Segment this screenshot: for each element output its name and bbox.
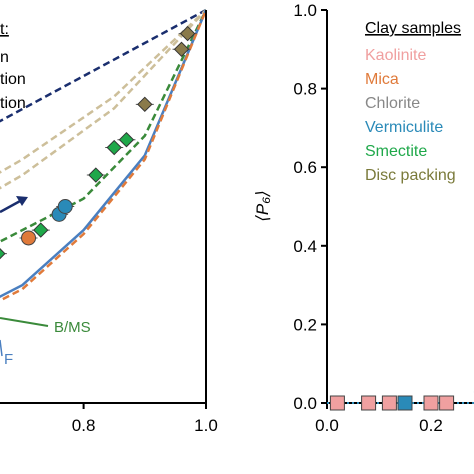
curve-4 — [0, 9, 208, 299]
point-kaolinite — [381, 395, 397, 411]
annotation-f-leader — [0, 339, 3, 357]
right-x-tick-label: 0.2 — [419, 416, 443, 435]
legend-item-smectite: Smectite — [365, 143, 427, 160]
point-disc-packing — [137, 96, 153, 113]
point-smectite — [88, 167, 104, 183]
point-kaolinite — [423, 395, 439, 411]
left-legend-fragment: n — [0, 49, 9, 66]
right-y-tick-label: 1.0 — [293, 1, 317, 20]
point-kaolinite — [439, 395, 455, 411]
legend-item-vermiculite: Vermiculite — [365, 119, 443, 136]
curve-2 — [0, 9, 207, 190]
curve-5 — [0, 9, 208, 302]
left-legend-fragment: tion — [0, 95, 26, 112]
left-x-tick-label: 1.0 — [194, 416, 218, 435]
legend-item-disc-packing: Disc packing — [365, 167, 456, 184]
right-y-tick-label: 0.6 — [293, 158, 317, 177]
point-disc-packing — [173, 41, 190, 58]
point-vermiculite — [397, 395, 413, 411]
legend-item-mica: Mica — [365, 71, 399, 88]
point-vermiculite — [57, 199, 73, 214]
right-y-tick-label: 0.0 — [293, 394, 317, 413]
point-smectite — [118, 131, 135, 148]
right-x-tick-label: 0.0 — [315, 416, 339, 435]
right-y-axis-label: ⟨P₆⟩ — [253, 190, 272, 221]
point-smectite — [106, 139, 122, 156]
point-disc-packing — [179, 25, 196, 42]
point-kaolinite — [329, 395, 345, 411]
point-mica — [21, 230, 37, 246]
left-legend-fragment: tion — [0, 71, 26, 88]
right-y-tick-label: 0.8 — [293, 80, 317, 99]
annotation-bms: B/MS — [54, 319, 91, 336]
annotation-arrow-line — [0, 198, 23, 214]
point-kaolinite — [361, 395, 377, 411]
right-legend-title: Clay samples — [365, 20, 461, 37]
curve-0 — [0, 8, 207, 123]
annotation-f: F — [4, 351, 13, 368]
right-y-tick-label: 0.4 — [293, 237, 317, 256]
legend-item-kaolinite: Kaolinite — [365, 47, 426, 64]
right-y-tick-label: 0.2 — [293, 315, 317, 334]
curve-3 — [0, 9, 208, 243]
legend-item-chlorite: Chlorite — [365, 95, 420, 112]
point-smectite — [33, 222, 49, 238]
point-smectite — [0, 248, 6, 260]
annotation-arrow-head — [16, 196, 28, 206]
left-x-tick-label: 0.8 — [72, 416, 96, 435]
annotation-bms-leader — [0, 317, 49, 327]
left-legend-fragment: t: — [0, 21, 9, 38]
